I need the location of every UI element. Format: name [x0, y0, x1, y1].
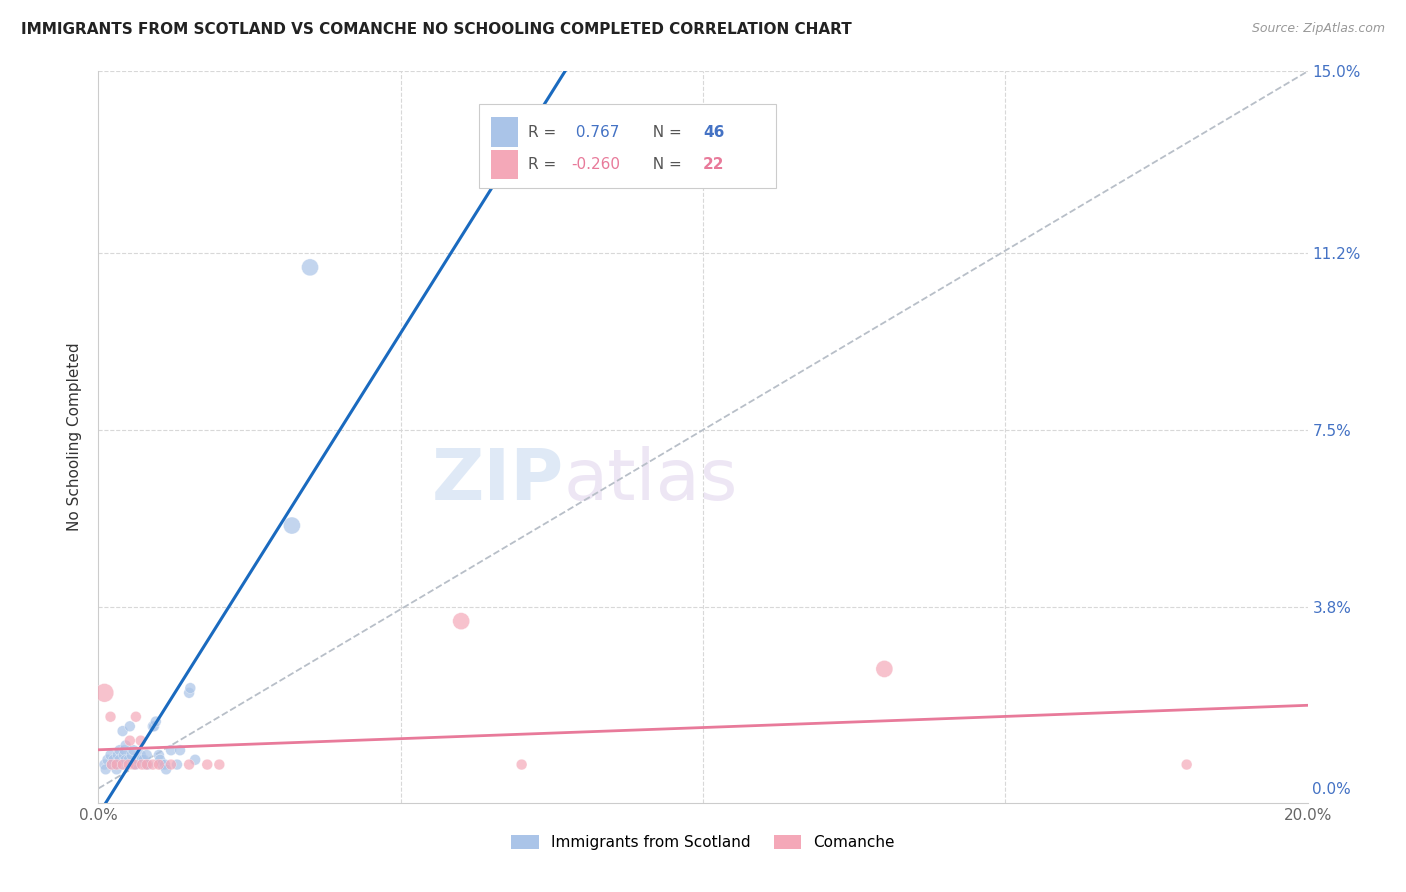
Text: 0.767: 0.767 — [571, 125, 620, 139]
Point — [93, 686, 115, 700]
Point — [136, 757, 159, 772]
Point — [179, 757, 201, 772]
Point — [184, 753, 207, 767]
Text: atlas: atlas — [564, 447, 738, 516]
Point — [150, 757, 173, 772]
Point — [100, 747, 122, 762]
Point — [105, 757, 128, 772]
Point — [108, 743, 131, 757]
Text: N =: N = — [643, 157, 686, 172]
Point — [93, 757, 115, 772]
Point — [166, 757, 188, 772]
Point — [100, 757, 122, 772]
Point — [127, 753, 149, 767]
Text: Source: ZipAtlas.com: Source: ZipAtlas.com — [1251, 22, 1385, 36]
Text: R =: R = — [527, 157, 561, 172]
Point — [122, 743, 145, 757]
Point — [105, 757, 128, 772]
Point — [108, 753, 131, 767]
Point — [94, 762, 117, 776]
Point — [169, 743, 191, 757]
Point — [142, 719, 165, 733]
Text: IMMIGRANTS FROM SCOTLAND VS COMANCHE NO SCHOOLING COMPLETED CORRELATION CHART: IMMIGRANTS FROM SCOTLAND VS COMANCHE NO … — [21, 22, 852, 37]
Point — [114, 753, 136, 767]
Point — [118, 733, 141, 747]
Point — [143, 719, 166, 733]
Text: ZIP: ZIP — [432, 447, 564, 516]
Point — [114, 739, 136, 753]
Point — [148, 747, 170, 762]
Text: -0.260: -0.260 — [571, 157, 620, 172]
Legend: Immigrants from Scotland, Comanche: Immigrants from Scotland, Comanche — [512, 835, 894, 850]
Point — [155, 762, 177, 776]
Point — [873, 662, 896, 676]
Bar — [492, 118, 517, 146]
Point — [129, 747, 152, 762]
Point — [100, 710, 122, 724]
Point — [160, 757, 183, 772]
Point — [281, 518, 304, 533]
Point — [112, 747, 135, 762]
Y-axis label: No Schooling Completed: No Schooling Completed — [67, 343, 83, 532]
Point — [145, 714, 167, 729]
Point — [131, 753, 153, 767]
Text: 22: 22 — [703, 157, 724, 172]
Point — [96, 753, 118, 767]
Point — [160, 743, 183, 757]
Point — [450, 614, 472, 628]
Point — [118, 757, 141, 772]
Point — [124, 757, 146, 772]
Point — [103, 753, 125, 767]
Point — [179, 681, 201, 695]
Point — [135, 747, 157, 762]
Text: R =: R = — [527, 125, 561, 139]
Point — [135, 757, 157, 772]
Point — [121, 747, 143, 762]
FancyBboxPatch shape — [479, 104, 776, 188]
Point — [153, 757, 176, 772]
Point — [124, 757, 146, 772]
Point — [142, 757, 165, 772]
Point — [111, 757, 134, 772]
Point — [179, 686, 201, 700]
Point — [148, 757, 170, 772]
Text: 46: 46 — [703, 125, 724, 139]
Bar — [492, 150, 517, 179]
Point — [149, 753, 172, 767]
Text: N =: N = — [643, 125, 686, 139]
Point — [100, 757, 122, 772]
Point — [132, 753, 155, 767]
Point — [299, 260, 322, 275]
Point — [105, 762, 128, 776]
Point — [510, 757, 533, 772]
Point — [111, 724, 134, 739]
Point — [112, 743, 135, 757]
Point — [118, 719, 141, 733]
Point — [135, 757, 157, 772]
Point — [125, 710, 148, 724]
Point — [131, 757, 153, 772]
Point — [208, 757, 231, 772]
Point — [111, 757, 134, 772]
Point — [1175, 757, 1198, 772]
Point — [118, 753, 141, 767]
Point — [125, 757, 148, 772]
Point — [107, 747, 129, 762]
Point — [195, 757, 218, 772]
Point — [129, 733, 152, 747]
